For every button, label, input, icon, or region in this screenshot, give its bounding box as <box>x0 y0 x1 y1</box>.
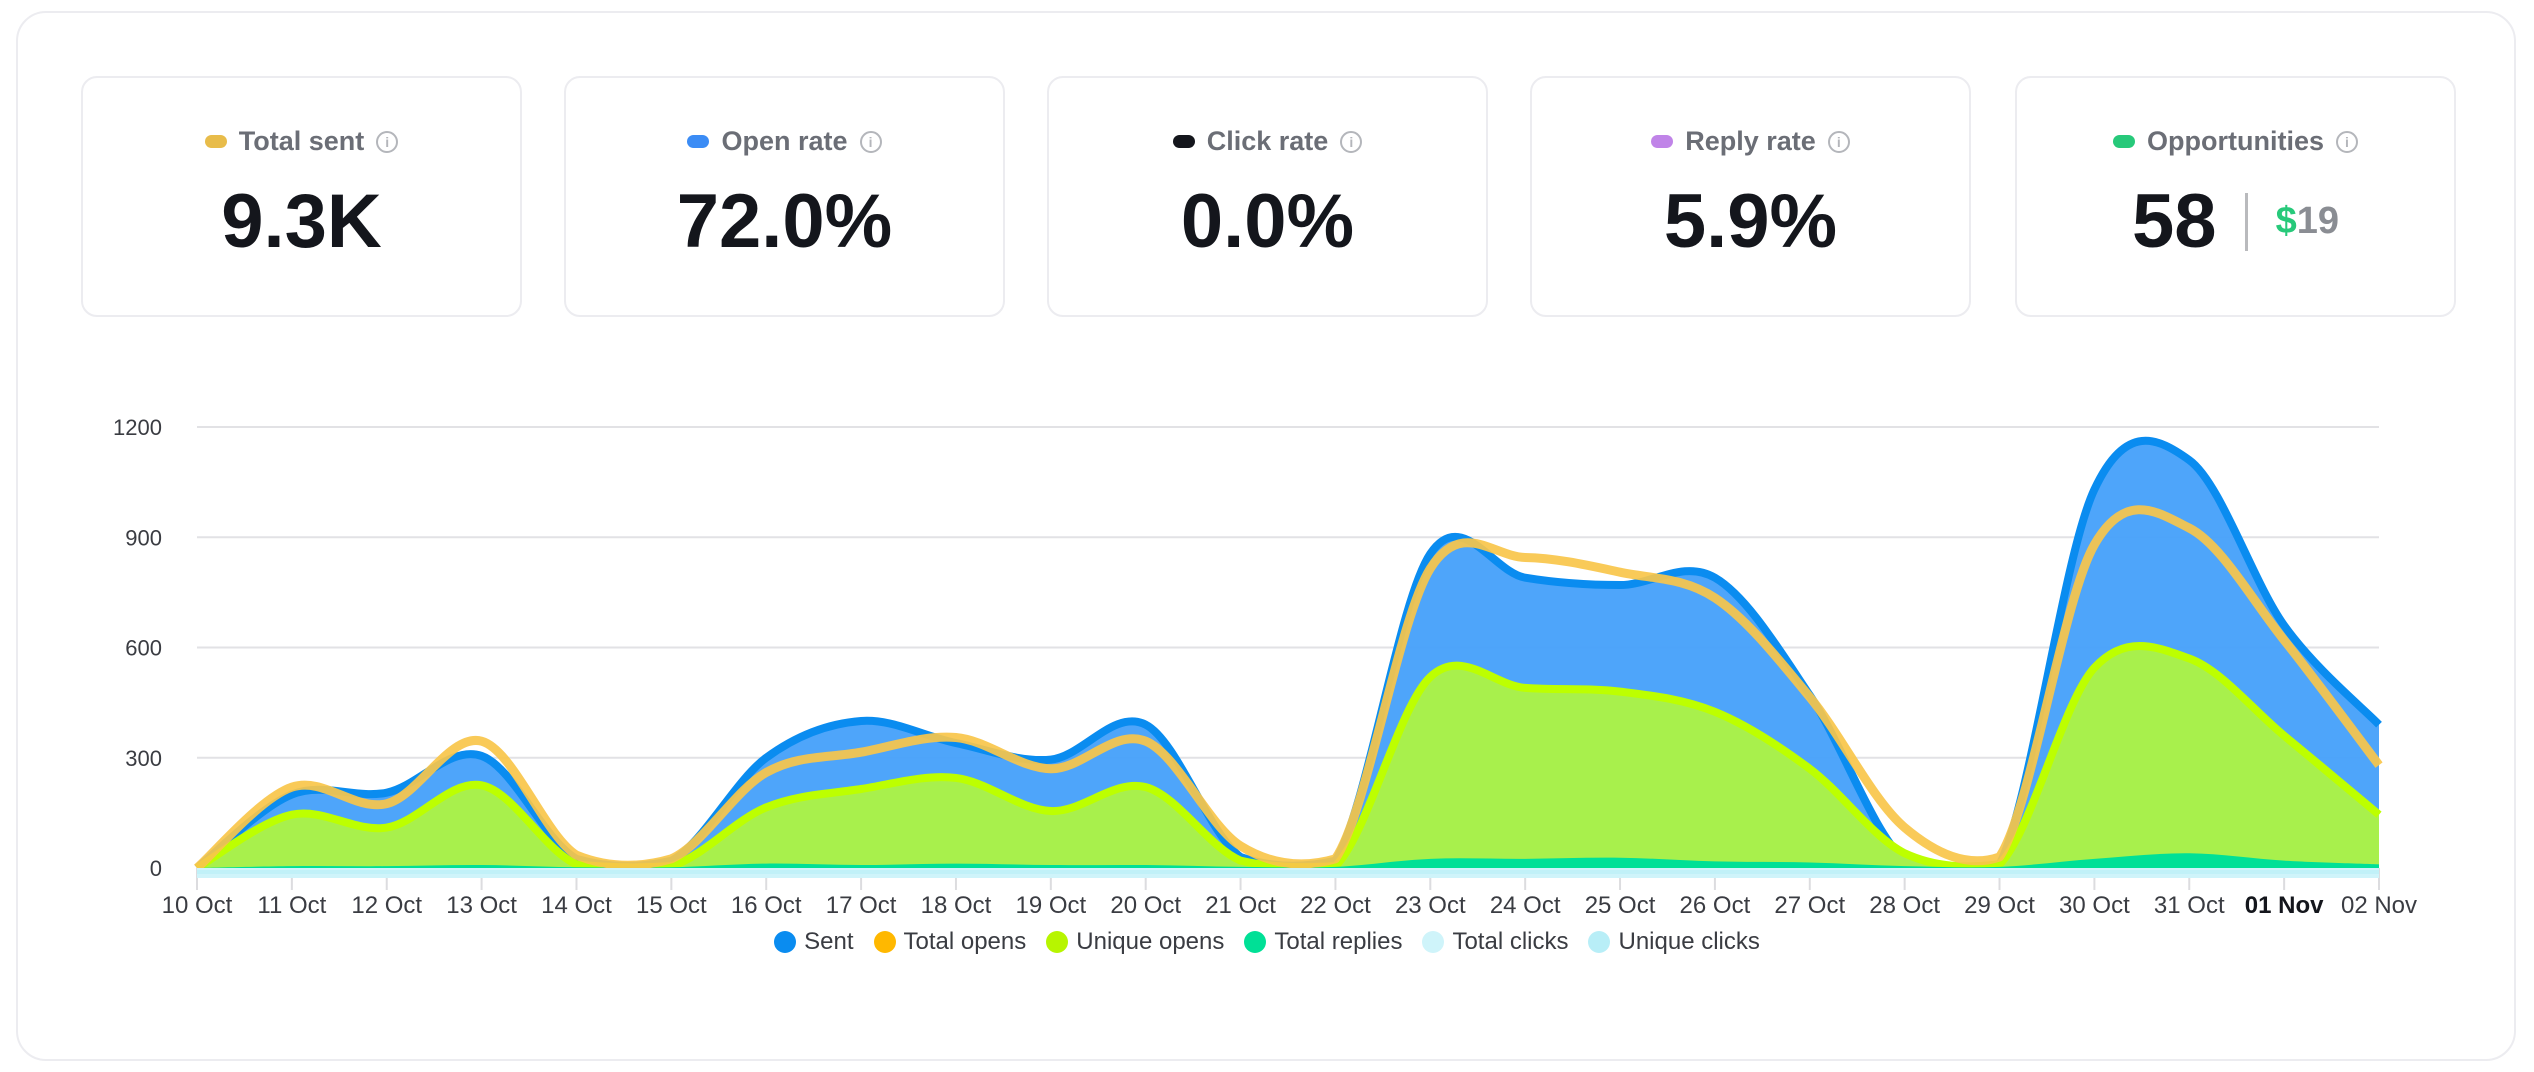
legend-swatch <box>1588 931 1611 953</box>
x-tick-label: 21 Oct <box>1205 892 1276 919</box>
x-tick-label: 14 Oct <box>541 892 612 919</box>
legend-swatch <box>1244 931 1267 953</box>
y-tick-label: 300 <box>125 746 162 771</box>
total-opens-line <box>193 505 2383 872</box>
stat-card-open-rate: Open rate i 72.0% <box>564 76 1005 317</box>
info-icon[interactable]: i <box>2336 130 2358 153</box>
stat-value: 58 <box>2132 179 2217 264</box>
divider <box>2244 192 2248 251</box>
stat-label: Total sent <box>238 126 365 156</box>
x-tick-label: 19 Oct <box>1015 892 1086 919</box>
stat-label: Click rate <box>1206 126 1329 156</box>
stat-card-opportunities: Opportunities i 58 $19 <box>2015 76 2456 317</box>
info-icon[interactable]: i <box>1827 130 1850 153</box>
sent-area <box>197 440 2379 868</box>
x-tick-label: 22 Oct <box>1300 892 1371 919</box>
legend-label: Unique clicks <box>1618 928 1760 955</box>
chart-legend: Sent Total opens Unique opens Total replies… <box>0 928 2534 956</box>
legend-swatch <box>873 931 896 953</box>
info-icon[interactable]: i <box>859 130 882 153</box>
y-tick-label: 900 <box>125 525 162 550</box>
legend-dot <box>1172 135 1195 148</box>
dashboard-panel <box>16 11 2516 1061</box>
legend-swatch <box>774 931 797 953</box>
stat-card-reply-rate: Reply rate i 5.9% <box>1530 76 1971 317</box>
info-icon[interactable]: i <box>1340 130 1363 153</box>
stat-value: 72.0% <box>676 179 893 264</box>
x-tick-label: 15 Oct <box>636 892 707 919</box>
legend-label: Unique opens <box>1076 928 1225 955</box>
x-tick-label: 02 Nov <box>2341 892 2417 919</box>
legend-item-total-replies[interactable]: Total replies <box>1244 928 1402 956</box>
x-tick-label: 17 Oct <box>826 892 897 919</box>
x-tick-label: 30 Oct <box>2059 892 2130 919</box>
legend-item-unique-clicks[interactable]: Unique clicks <box>1588 928 1760 956</box>
legend-label: Total opens <box>903 928 1027 955</box>
x-tick-label: 20 Oct <box>1110 892 1181 919</box>
x-tick-label: 16 Oct <box>731 892 802 919</box>
legend-item-total-clicks[interactable]: Total clicks <box>1422 928 1568 956</box>
stat-value: 5.9% <box>1663 179 1838 264</box>
legend-item-sent[interactable]: Sent <box>774 928 854 956</box>
y-tick-label: 1200 <box>113 415 162 440</box>
unique-clicks-band <box>197 870 2379 874</box>
legend-label: Total clicks <box>1452 928 1569 955</box>
x-tick-label: 11 Oct <box>257 892 326 919</box>
stat-value: 0.0% <box>1180 179 1355 264</box>
stat-card-total-sent: Total sent i 9.3K <box>81 76 522 317</box>
opportunity-amount: $19 <box>2276 200 2339 243</box>
y-tick-label: 600 <box>125 636 162 661</box>
stat-label: Reply rate <box>1685 126 1816 156</box>
stat-label: Opportunities <box>2147 126 2324 156</box>
legend-dot <box>1651 135 1674 148</box>
x-tick-label: 23 Oct <box>1395 892 1466 919</box>
x-tick-label: 31 Oct <box>2154 892 2225 919</box>
unique-opens-area <box>197 645 2379 868</box>
legend-swatch <box>1046 931 1069 953</box>
x-tick-label: 18 Oct <box>921 892 992 919</box>
unique-opens-line <box>194 641 2382 872</box>
stat-card-click-rate: Click rate i 0.0% <box>1047 76 1488 317</box>
info-icon[interactable]: i <box>376 130 399 153</box>
y-tick-label: 0 <box>150 856 162 881</box>
amount-value: 19 <box>2296 200 2339 242</box>
legend-label: Total replies <box>1274 928 1403 955</box>
x-tick-label: 25 Oct <box>1585 892 1656 919</box>
currency-symbol: $ <box>2275 200 2297 242</box>
legend-item-total-opens[interactable]: Total opens <box>873 928 1027 956</box>
x-tick-label: 29 Oct <box>1964 892 2035 919</box>
stat-value: 9.3K <box>221 179 382 264</box>
legend-dot <box>2113 135 2135 148</box>
x-tick-label: 01 Nov <box>2245 892 2324 919</box>
legend-swatch <box>1422 931 1445 953</box>
x-tick-label: 27 Oct <box>1774 892 1845 919</box>
x-tick-label: 12 Oct <box>351 892 422 919</box>
legend-dot <box>687 135 710 148</box>
legend-label: Sent <box>804 928 854 955</box>
legend-item-unique-opens[interactable]: Unique opens <box>1046 928 1224 956</box>
stat-label: Open rate <box>721 126 848 156</box>
x-tick-label: 10 Oct <box>162 892 233 919</box>
x-tick-label: 28 Oct <box>1869 892 1940 919</box>
total-replies-area <box>197 853 2379 868</box>
legend-dot <box>204 135 227 148</box>
x-tick-label: 26 Oct <box>1680 892 1751 919</box>
x-tick-label: 24 Oct <box>1490 892 1561 919</box>
x-tick-label: 13 Oct <box>446 892 517 919</box>
